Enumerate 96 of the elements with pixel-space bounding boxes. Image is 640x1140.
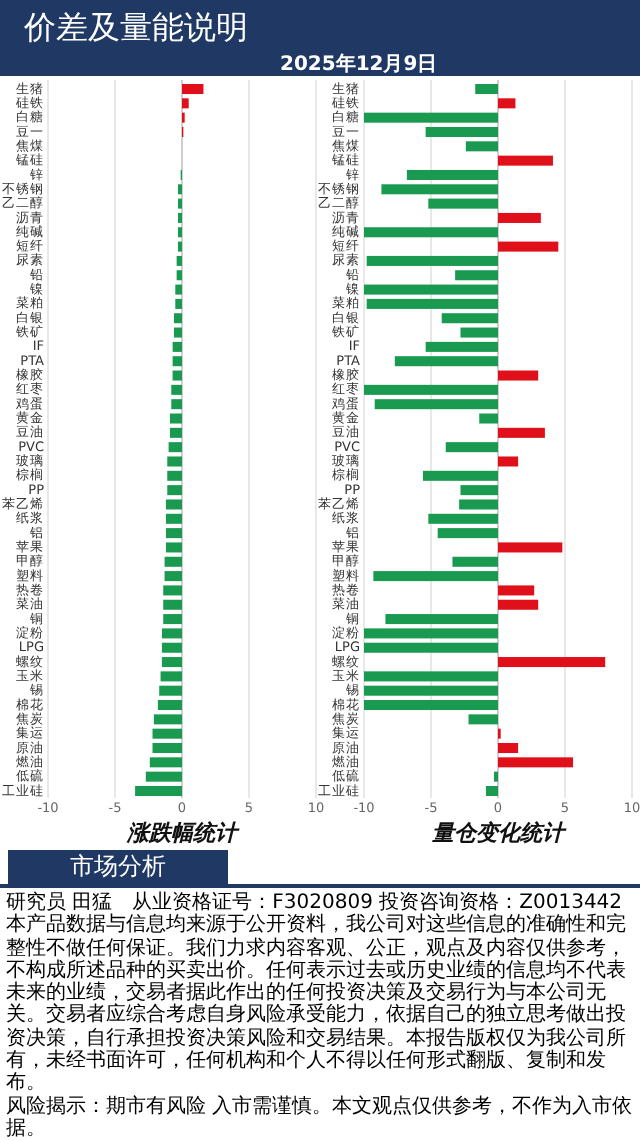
bar bbox=[145, 771, 182, 782]
bar bbox=[176, 270, 182, 281]
text: 风险揭示：期市有风险 入市需谨慎。本文观点仅供参考，不作为入市依据。 bbox=[6, 1095, 634, 1140]
bar bbox=[165, 542, 182, 553]
bar bbox=[169, 427, 182, 438]
bar bbox=[425, 126, 498, 138]
bar bbox=[168, 442, 182, 453]
bar bbox=[176, 255, 182, 266]
bar bbox=[422, 470, 498, 481]
bar bbox=[498, 212, 541, 223]
bar bbox=[498, 757, 574, 768]
bar bbox=[182, 98, 189, 109]
text: 价差及量能说明 bbox=[24, 8, 248, 50]
bar bbox=[172, 341, 182, 352]
text: 涨跌幅统计 bbox=[125, 820, 241, 846]
bar bbox=[165, 499, 182, 510]
bar bbox=[437, 528, 498, 539]
bar bbox=[153, 714, 182, 725]
bar bbox=[374, 399, 498, 410]
bar bbox=[149, 757, 182, 768]
bar bbox=[164, 571, 182, 582]
bar bbox=[385, 614, 498, 625]
bar bbox=[159, 685, 182, 696]
text: 市场分析 bbox=[8, 850, 228, 884]
bar bbox=[394, 356, 498, 367]
bar bbox=[498, 98, 516, 109]
bar bbox=[460, 327, 498, 338]
text: 量仓变化统计 bbox=[432, 820, 568, 846]
bar bbox=[169, 413, 182, 424]
bar bbox=[498, 542, 563, 553]
bar bbox=[406, 169, 498, 180]
bar bbox=[479, 413, 498, 424]
bar bbox=[455, 270, 498, 281]
bar bbox=[163, 599, 182, 610]
bar bbox=[441, 313, 498, 324]
bar bbox=[364, 642, 498, 653]
bar bbox=[498, 742, 519, 754]
bar bbox=[366, 298, 498, 309]
bar bbox=[182, 84, 204, 95]
bar bbox=[428, 198, 498, 209]
bar bbox=[160, 671, 182, 682]
bar bbox=[452, 556, 498, 567]
bar bbox=[163, 585, 182, 596]
bar bbox=[171, 399, 182, 410]
bar bbox=[475, 84, 498, 95]
bar bbox=[498, 456, 519, 467]
bar bbox=[364, 628, 498, 639]
bar bbox=[173, 313, 182, 324]
bar bbox=[366, 255, 498, 266]
bar bbox=[425, 341, 498, 352]
bar bbox=[460, 485, 498, 496]
bar bbox=[175, 284, 182, 295]
bar bbox=[381, 184, 498, 195]
bar bbox=[175, 298, 182, 309]
bar bbox=[364, 700, 498, 711]
bar bbox=[485, 785, 498, 796]
bar bbox=[498, 657, 606, 668]
bar bbox=[364, 284, 498, 295]
bar bbox=[498, 155, 553, 166]
bar bbox=[165, 528, 182, 539]
bar bbox=[364, 227, 498, 238]
bar bbox=[161, 657, 182, 668]
bar bbox=[152, 742, 182, 754]
text: 本产品数据与信息均来源于公开资料，我公司对这些信息的准确性和完整性不做任何保证。我们力求内容客观、公正，观点及内容仅供参考，不构成所述品种的买卖出价。任何表示过去或历史业绩的信息均不代表未来的业绩，交易者据此作出的任何投资决策及交易行为与本公司无关。交易者应综合考虑自身风险承受能力，依据自己的独立思考做出投资决策，自行承担投资决策风险和交易结果。本报告版权仅为我公司所有，未经书面许可，任何机构和个人不得以任何形式翻版、复制和发布。 bbox=[6, 914, 628, 1095]
bar bbox=[428, 513, 498, 524]
bar bbox=[364, 384, 498, 395]
text: 研究员 田猛 从业资格证号：F3020809 投资咨询资格：Z0013442 bbox=[6, 892, 623, 914]
bar bbox=[364, 112, 498, 123]
bar bbox=[498, 241, 559, 252]
bar bbox=[445, 442, 498, 453]
bar bbox=[173, 327, 182, 338]
bar bbox=[157, 700, 182, 711]
bar bbox=[364, 685, 498, 696]
bar bbox=[498, 585, 535, 596]
bar bbox=[498, 370, 539, 381]
bar bbox=[167, 456, 182, 467]
bar bbox=[468, 714, 498, 725]
bar bbox=[161, 628, 182, 639]
bar bbox=[172, 356, 182, 367]
bar bbox=[135, 785, 182, 796]
bar bbox=[364, 671, 498, 682]
bar bbox=[172, 370, 182, 381]
bar bbox=[163, 614, 182, 625]
bar bbox=[167, 470, 182, 481]
bar bbox=[152, 728, 182, 739]
bar bbox=[164, 556, 182, 567]
bar bbox=[459, 499, 498, 510]
bar bbox=[373, 571, 498, 582]
bar bbox=[498, 427, 545, 438]
bar bbox=[165, 513, 182, 524]
bar bbox=[167, 485, 182, 496]
bar bbox=[161, 642, 182, 653]
bar bbox=[498, 599, 539, 610]
bar bbox=[171, 384, 182, 395]
text: 2025年12月9日 bbox=[280, 51, 438, 78]
bar bbox=[465, 141, 498, 152]
